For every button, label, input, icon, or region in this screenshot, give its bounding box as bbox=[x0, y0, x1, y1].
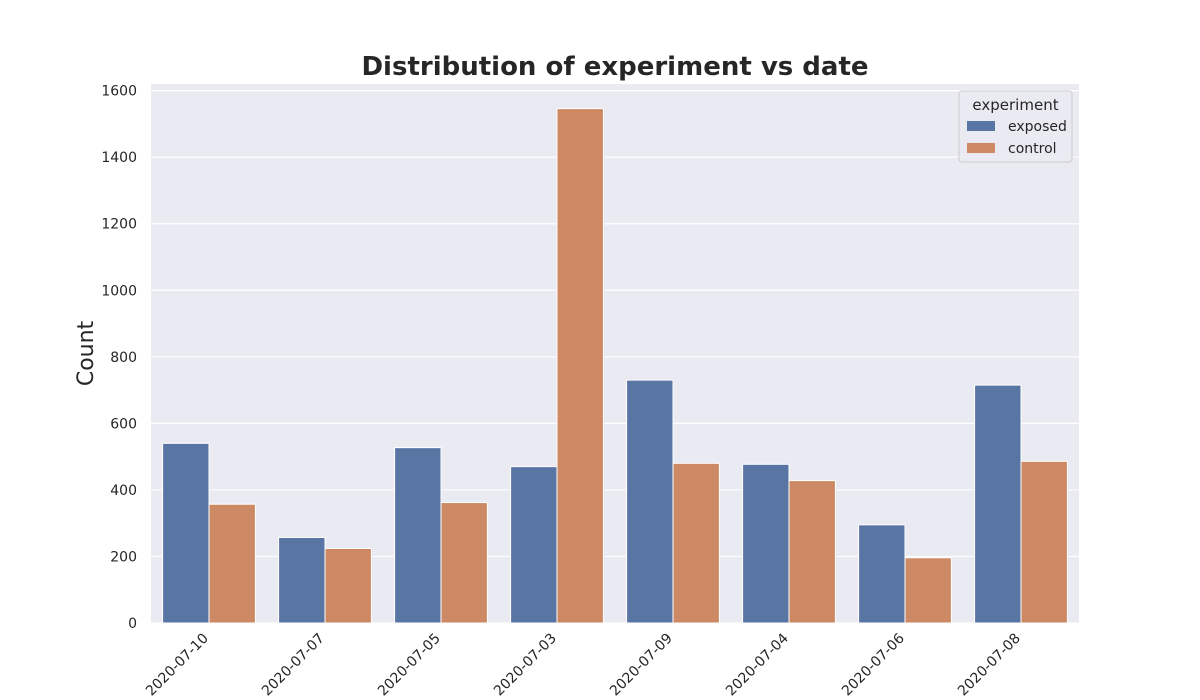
x-tick-label: 2020-07-08 bbox=[955, 631, 1024, 700]
x-tick-labels: 2020-07-10 2020-07-07 2020-07-05 2020-07-03… bbox=[143, 630, 1024, 699]
x-tick-label: 2020-07-03 bbox=[491, 631, 560, 700]
legend-title: experiment bbox=[972, 96, 1058, 114]
y-axis-label: Count bbox=[74, 320, 99, 386]
y-tick-label: 800 bbox=[110, 350, 137, 366]
y-tick-label: 0 bbox=[128, 616, 137, 632]
bars bbox=[162, 108, 1068, 624]
bar-control-2020-07-03 bbox=[556, 108, 604, 624]
y-tick-label: 1600 bbox=[101, 84, 137, 100]
legend-swatch-exposed bbox=[967, 121, 995, 131]
y-tick-label: 1000 bbox=[101, 283, 137, 299]
x-tick-label: 2020-07-09 bbox=[607, 631, 676, 700]
legend: experiment exposed control bbox=[958, 90, 1073, 163]
y-tick-label: 1200 bbox=[101, 217, 137, 233]
y-tick-labels: 0 200 400 600 800 1000 1200 1400 1600 bbox=[101, 84, 137, 632]
x-tick-label: 2020-07-05 bbox=[375, 631, 444, 700]
y-tick-label: 400 bbox=[110, 483, 137, 499]
y-tick-label: 600 bbox=[110, 416, 137, 432]
legend-label-exposed: exposed bbox=[1008, 119, 1067, 135]
bar-exposed-2020-07-04 bbox=[742, 463, 790, 624]
legend-label-control: control bbox=[1008, 141, 1057, 157]
bar-exposed-2020-07-06 bbox=[858, 524, 906, 624]
bar-control-2020-07-07 bbox=[324, 547, 372, 624]
plot-background bbox=[151, 84, 1079, 623]
bar-exposed-2020-07-08 bbox=[974, 384, 1022, 624]
bar-control-2020-07-04 bbox=[788, 480, 836, 624]
legend-swatch-control bbox=[967, 143, 995, 153]
bar-exposed-2020-07-03 bbox=[510, 466, 558, 624]
bar-exposed-2020-07-10 bbox=[162, 442, 210, 624]
x-tick-label: 2020-07-06 bbox=[839, 630, 908, 699]
bar-exposed-2020-07-09 bbox=[626, 379, 674, 624]
bar-control-2020-07-06 bbox=[904, 557, 952, 624]
y-tick-label: 1400 bbox=[101, 150, 137, 166]
bar-exposed-2020-07-05 bbox=[394, 447, 442, 624]
y-tick-label: 200 bbox=[110, 549, 137, 565]
x-tick-label: 2020-07-10 bbox=[143, 631, 212, 700]
bar-control-2020-07-09 bbox=[672, 462, 720, 624]
chart-title: Distribution of experiment vs date bbox=[361, 52, 868, 82]
bar-control-2020-07-10 bbox=[208, 503, 256, 624]
x-tick-label: 2020-07-04 bbox=[723, 630, 792, 699]
x-tick-label: 2020-07-07 bbox=[259, 631, 328, 700]
bar-exposed-2020-07-07 bbox=[278, 536, 326, 624]
bar-control-2020-07-08 bbox=[1020, 460, 1068, 624]
bar-control-2020-07-05 bbox=[440, 502, 488, 624]
legend-items: exposed control bbox=[967, 119, 1067, 157]
